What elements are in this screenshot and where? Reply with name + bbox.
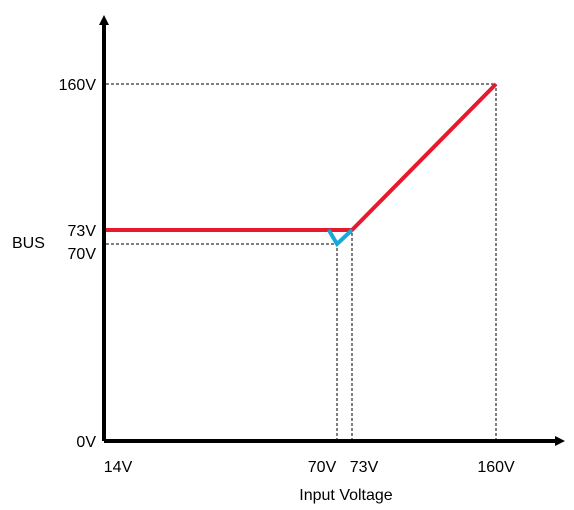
series-line-1: [327, 228, 354, 248]
x-tick-label-14: 14V: [104, 459, 133, 476]
x-axis-title: Input Voltage: [299, 487, 393, 504]
series-layer: [106, 82, 498, 248]
y-tick-label-160: 160V: [59, 77, 97, 94]
y-tick-label-70: 70V: [68, 246, 97, 263]
series-line-0: [106, 82, 498, 232]
y-tick-label-0: 0V: [76, 434, 96, 451]
x-tick-label-70: 70V: [308, 459, 337, 476]
x-tick-label-160: 160V: [477, 459, 515, 476]
y-tick-label-73: 73V: [68, 223, 97, 240]
y-axis-title: BUS: [12, 235, 45, 252]
reference-lines: [106, 83, 497, 441]
x-tick-label-73: 73V: [350, 459, 379, 476]
